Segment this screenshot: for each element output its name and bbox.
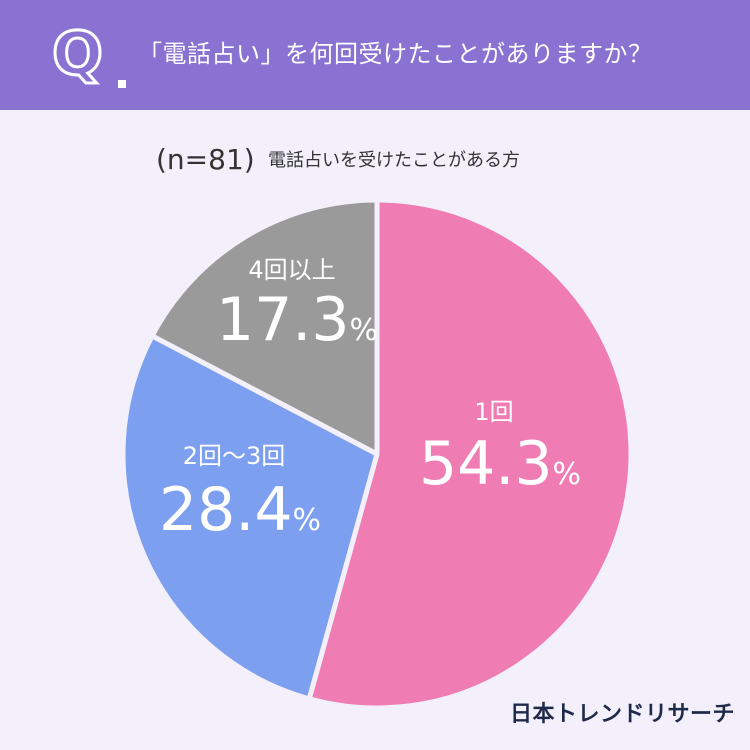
slice-label: 2回〜3回 [183,442,286,470]
pie-slice [120,333,380,702]
q-mark: Q [50,18,104,91]
sample-size: (n=81) [156,143,255,176]
percent-unit: % [293,503,322,538]
slice-label: 4回以上 [248,256,335,284]
question-header: Q 「電話占い」を何回受けたことがありますか？ [0,0,750,110]
chart-subtitle: 電話占いを受けたことがある方 [268,150,520,171]
question-text: 「電話占い」を何回受けたことがありますか？ [138,40,653,68]
q-dot [118,80,126,88]
percent-unit: % [553,457,582,492]
pie-slice [306,197,634,711]
slice-label: 1回 [474,398,513,426]
brand-logo: 日本トレンドリサーチ [510,702,736,727]
percent-unit: % [350,313,379,348]
pie-slice [149,197,380,457]
